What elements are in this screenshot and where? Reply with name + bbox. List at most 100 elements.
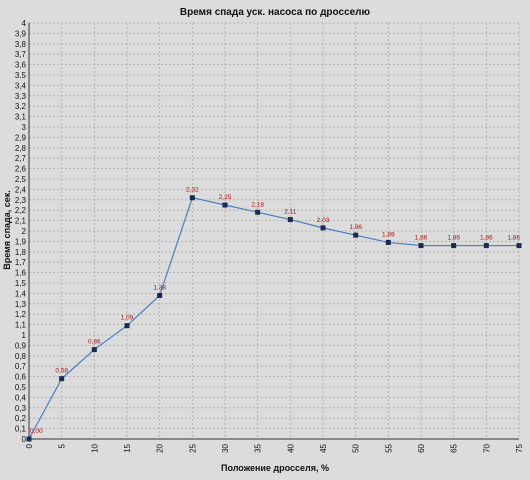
x-tick-label: 60 xyxy=(417,443,426,452)
data-label: 2,03 xyxy=(317,217,330,224)
y-tick-label: 2 xyxy=(22,227,27,236)
y-tick-label: 0,9 xyxy=(15,341,27,350)
data-point xyxy=(385,239,391,245)
y-tick-label: 1,6 xyxy=(15,269,27,278)
data-point xyxy=(418,243,424,249)
data-label: 1,09 xyxy=(121,315,134,322)
data-point xyxy=(26,436,32,442)
data-point xyxy=(255,209,261,215)
x-tick-labels: 0 5 10 15 20 25 30 35 40 45 50 55 60 65 70 75 xyxy=(25,443,524,452)
data-point xyxy=(59,376,65,382)
data-label: 1,86 xyxy=(447,235,460,242)
data-label: 2,11 xyxy=(284,209,297,216)
y-tick-label: 1,2 xyxy=(15,310,27,319)
data-label: 2,25 xyxy=(219,194,232,201)
y-tick-label: 0,3 xyxy=(15,404,27,413)
x-tick-label: 15 xyxy=(123,443,132,452)
data-label: 1,38 xyxy=(153,284,166,291)
y-tick-label: 0,6 xyxy=(15,373,27,382)
y-tick-label: 2,2 xyxy=(15,206,27,215)
data-label: 1,86 xyxy=(507,235,520,242)
y-tick-label: 0,7 xyxy=(15,362,27,371)
y-tick-label: 3,9 xyxy=(15,29,27,38)
data-label: 2,32 xyxy=(186,187,199,194)
data-point xyxy=(157,292,163,298)
y-tick-label: 3,5 xyxy=(15,71,27,80)
data-label: 1,86 xyxy=(480,235,493,242)
y-tick-label: 1,4 xyxy=(15,289,27,298)
y-tick-label: 1 xyxy=(22,331,27,340)
data-label: 0,58 xyxy=(55,368,68,375)
data-point xyxy=(320,225,326,231)
y-tick-label: 3,6 xyxy=(15,61,27,70)
y-tick-label: 3,1 xyxy=(15,113,27,122)
x-tick-label: 20 xyxy=(156,443,165,452)
x-tick-label: 40 xyxy=(286,443,295,452)
series-line xyxy=(28,197,519,440)
y-tick-label: 3,7 xyxy=(15,50,27,59)
x-tick-label: 70 xyxy=(482,443,491,452)
x-tick-label: 65 xyxy=(450,443,459,452)
data-point xyxy=(483,243,489,249)
y-tick-label: 0,4 xyxy=(15,393,27,402)
y-tick-label: 2,3 xyxy=(15,196,27,205)
data-point xyxy=(222,202,228,208)
x-tick-label: 45 xyxy=(319,443,328,452)
y-tick-label: 1,8 xyxy=(15,248,27,257)
x-tick-label: 35 xyxy=(254,443,263,452)
y-axis-label: Время спада, сек. xyxy=(2,190,12,269)
y-tick-label: 3,4 xyxy=(15,81,27,90)
x-tick-label: 10 xyxy=(90,443,99,452)
y-tick-label: 3,2 xyxy=(15,102,27,111)
data-label: 2,18 xyxy=(251,201,264,208)
y-tick-label: 1,1 xyxy=(15,321,27,330)
y-tick-label: 1,3 xyxy=(15,300,27,309)
y-tick-label: 0 xyxy=(22,435,27,444)
y-tick-label: 3 xyxy=(22,123,27,132)
y-tick-label: 4 xyxy=(22,19,27,28)
y-tick-label: 2,9 xyxy=(15,133,27,142)
y-tick-label: 2,7 xyxy=(15,154,27,163)
data-point xyxy=(189,195,195,201)
x-tick-label: 5 xyxy=(58,443,67,448)
data-point xyxy=(451,243,457,249)
y-tick-label: 0,5 xyxy=(15,383,27,392)
chart-title: Время спада уск. насоса по дросселю xyxy=(180,7,371,18)
y-tick-labels: 00,1 0,20,3 0,40,50,6 0,70,8 0,911,1 1,21,3 1,… xyxy=(15,19,27,444)
grid xyxy=(29,22,520,439)
x-tick-label: 55 xyxy=(384,443,393,452)
y-tick-label: 1,7 xyxy=(15,258,27,267)
data-label: 1,89 xyxy=(382,231,395,238)
data-label: 1,86 xyxy=(415,235,428,242)
series-group xyxy=(26,195,522,442)
y-tick-label: 2,6 xyxy=(15,165,27,174)
y-tick-label: 2,5 xyxy=(15,175,27,184)
x-tick-label: 50 xyxy=(352,443,361,452)
x-tick-label: 30 xyxy=(221,443,230,452)
y-tick-label: 0,8 xyxy=(15,352,27,361)
x-axis-label: Положение дросселя, % xyxy=(221,463,329,473)
data-point xyxy=(91,347,97,353)
x-tick-label: 25 xyxy=(188,443,197,452)
y-tick-label: 2,8 xyxy=(15,144,27,153)
y-tick-label: 1,5 xyxy=(15,279,27,288)
y-tick-label: 2,4 xyxy=(15,185,27,194)
data-label: 0,86 xyxy=(88,339,101,346)
data-point xyxy=(287,217,293,223)
data-labels: 0,00 0,58 0,86 1,09 1,38 2,32 2,25 2,18 2,11 2,03… xyxy=(30,187,520,435)
data-label: 0,00 xyxy=(30,428,43,435)
data-label: 1,96 xyxy=(349,224,362,231)
x-tick-label: 75 xyxy=(515,443,524,452)
y-tick-label: 2,1 xyxy=(15,217,27,226)
y-tick-label: 1,9 xyxy=(15,237,27,246)
data-point xyxy=(516,243,522,249)
data-point xyxy=(124,323,130,329)
data-point xyxy=(353,232,359,238)
y-tick-label: 3,3 xyxy=(15,92,27,101)
x-tick-label: 0 xyxy=(25,443,34,448)
y-tick-label: 0,2 xyxy=(15,414,27,423)
axes xyxy=(28,23,519,440)
y-tick-label: 0,1 xyxy=(15,425,27,434)
